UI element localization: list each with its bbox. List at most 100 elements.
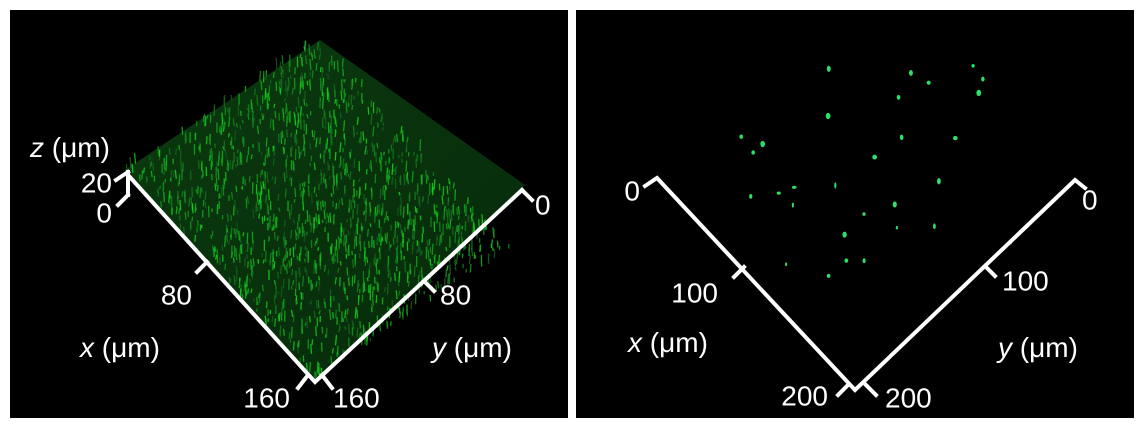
texture-stroke	[352, 125, 355, 136]
texture-stroke	[274, 282, 277, 291]
texture-stroke	[394, 224, 397, 229]
texture-stroke	[316, 41, 320, 51]
texture-stroke	[408, 192, 411, 202]
label-part: (μm)	[454, 332, 512, 363]
texture-stroke	[241, 186, 244, 190]
texture-stroke	[411, 170, 414, 183]
texture-stroke	[214, 183, 217, 191]
texture-stroke	[167, 194, 170, 203]
texture-stroke	[309, 300, 312, 305]
texture-stroke	[400, 158, 404, 164]
texture-stroke	[342, 99, 345, 104]
texture-stroke	[386, 283, 389, 295]
texture-stroke	[457, 205, 460, 215]
texture-stroke	[152, 163, 155, 171]
texture-stroke	[252, 144, 254, 148]
texture-stroke	[446, 273, 450, 285]
texture-stroke	[210, 163, 213, 167]
texture-stroke	[281, 55, 284, 65]
texture-stroke	[400, 126, 403, 134]
texture-stroke	[284, 80, 287, 93]
texture-stroke	[239, 110, 242, 117]
texture-stroke	[269, 118, 272, 129]
texture-stroke	[301, 57, 303, 67]
texture-stroke	[437, 280, 440, 289]
texture-stroke	[317, 247, 320, 251]
texture-stroke	[318, 275, 320, 281]
texture-stroke	[371, 303, 374, 309]
texture-stroke	[282, 278, 285, 289]
texture-stroke	[282, 328, 286, 336]
texture-stroke	[294, 229, 298, 241]
texture-stroke	[350, 199, 353, 210]
z-axis-label: z (μm)	[29, 132, 110, 163]
texture-stroke	[157, 146, 160, 155]
texture-stroke	[227, 240, 231, 245]
texture-stroke	[380, 113, 383, 122]
tick	[731, 264, 747, 280]
texture-stroke	[362, 131, 365, 141]
texture-stroke	[142, 167, 146, 174]
texture-stroke	[385, 172, 388, 183]
speck	[862, 212, 866, 216]
texture-stroke	[293, 199, 296, 203]
tick-label: 100	[1002, 265, 1049, 296]
texture-stroke	[280, 65, 284, 73]
texture-stroke	[332, 214, 335, 225]
texture-stroke	[368, 263, 371, 270]
texture-stroke	[305, 268, 308, 277]
texture-stroke	[272, 213, 275, 222]
speck	[896, 94, 901, 100]
texture-stroke	[308, 315, 311, 323]
texture-stroke	[438, 254, 441, 265]
texture-stroke	[235, 185, 238, 192]
speck	[872, 154, 877, 160]
texture-stroke	[376, 204, 379, 217]
texture-stroke	[445, 246, 448, 252]
texture-stroke	[282, 146, 285, 155]
texture-stroke	[215, 254, 218, 260]
texture-stroke	[341, 58, 344, 68]
texture-stroke	[435, 210, 438, 218]
texture-stroke	[302, 200, 305, 211]
texture-stroke	[373, 257, 376, 262]
texture-stroke	[278, 79, 282, 92]
texture-stroke	[280, 286, 283, 298]
tick-label: 0	[535, 189, 551, 220]
texture-stroke	[373, 261, 376, 266]
texture-stroke	[283, 237, 285, 247]
tick	[295, 372, 311, 391]
texture-stroke	[284, 106, 287, 115]
texture-stroke	[449, 264, 452, 275]
texture-stroke	[402, 238, 405, 243]
texture-stroke	[285, 166, 288, 179]
texture-stroke	[407, 280, 410, 287]
texture-stroke	[295, 232, 298, 237]
texture-stroke	[454, 189, 457, 201]
texture-stroke	[300, 191, 303, 198]
x-axis-label: x (μm)	[78, 332, 160, 363]
texture-stroke	[337, 267, 340, 273]
texture-stroke	[313, 217, 316, 229]
texture-stroke	[258, 213, 261, 219]
texture-stroke	[179, 200, 182, 211]
texture-stroke	[283, 97, 286, 103]
texture-stroke	[234, 130, 237, 141]
texture-stroke	[283, 220, 286, 227]
texture-stroke	[414, 206, 417, 213]
texture-stroke	[409, 263, 412, 275]
texture-stroke	[282, 108, 285, 119]
texture-stroke	[458, 223, 461, 232]
texture-stroke	[288, 210, 291, 220]
texture-stroke	[238, 230, 241, 241]
speck	[895, 225, 898, 230]
texture-stroke	[276, 235, 279, 242]
speck	[899, 134, 904, 141]
texture-stroke	[318, 214, 321, 225]
texture-stroke	[264, 178, 267, 191]
texture-stroke	[225, 230, 229, 243]
texture-stroke	[218, 125, 221, 133]
texture-stroke	[341, 197, 344, 206]
texture-stroke	[290, 145, 293, 155]
tick-label: 80	[161, 279, 192, 310]
